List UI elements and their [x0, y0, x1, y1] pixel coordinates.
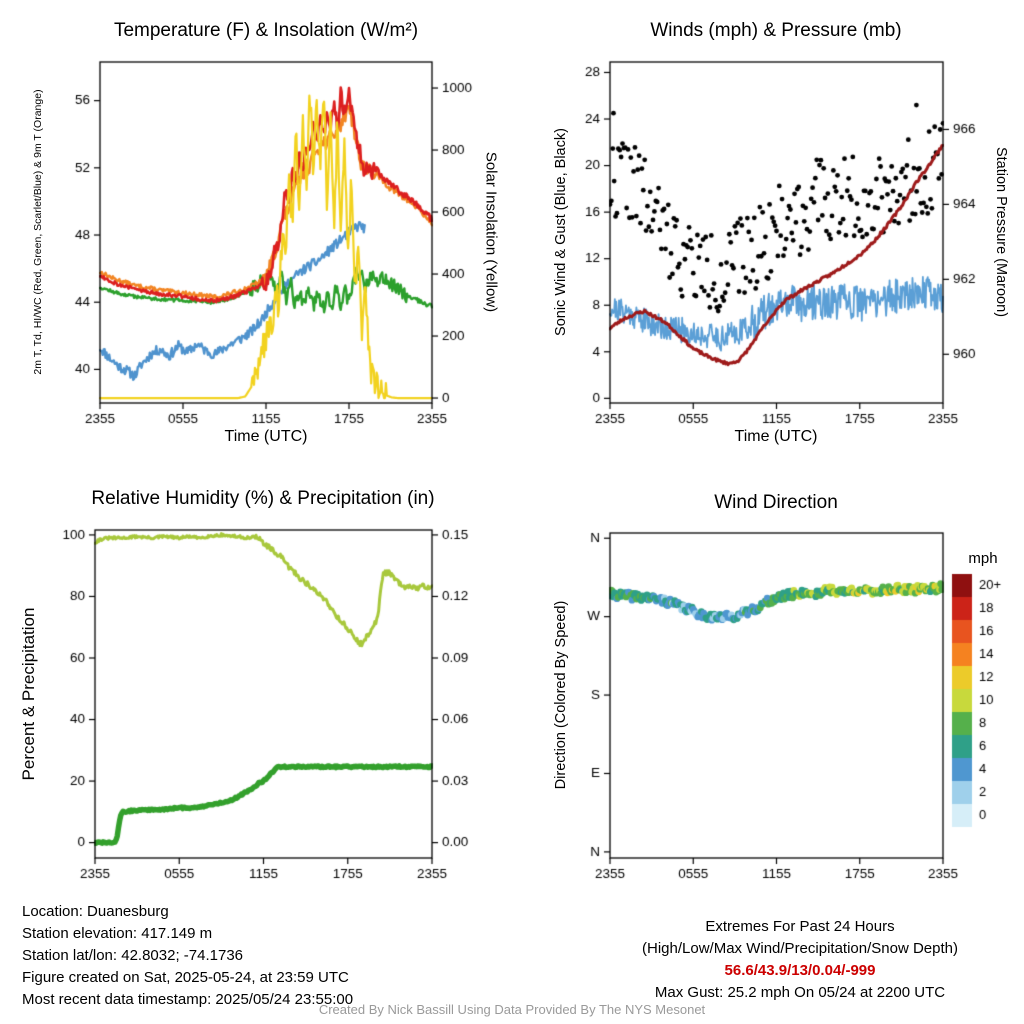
legend-title-mph: mph — [968, 550, 998, 567]
station-elevation: Station elevation: 417.149 m — [22, 925, 213, 942]
yaxis-label-wind-left: Sonic Wind & Gust (Blue, Black) — [553, 128, 569, 336]
panel-title-temperature: Temperature (F) & Insolation (W/m²) — [113, 20, 419, 41]
yaxis-label-insolation: Solar Insolation (Yellow) — [482, 151, 500, 313]
station-info-block: Location: Duanesburg Station elevation: … — [22, 901, 353, 1011]
figure-created: Figure created on Sat, 2025-05-24, at 23… — [22, 969, 349, 986]
station-latlon: Station lat/lon: 42.8032; -74.1736 — [22, 947, 244, 964]
yaxis-label-direction: Direction (Colored By Speed) — [553, 600, 569, 790]
station-location: Location: Duanesburg — [22, 903, 169, 920]
recent-timestamp: Most recent data timestamp: 2025/05/24 2… — [22, 991, 354, 1008]
panel-title-winds: Winds (mph) & Pressure (mb) — [650, 20, 902, 41]
credit-line: Created By Nick Bassill Using Data Provi… — [318, 1002, 706, 1017]
extremes-legend: (High/Low/Max Wind/Precipitation/Snow De… — [642, 940, 958, 957]
xaxis-label-temperature: Time (UTC) — [224, 428, 308, 445]
extremes-values: 56.6/43.9/13/0.04/-999 — [724, 962, 876, 979]
yaxis-label-percent-precip: Percent & Precipitation — [19, 607, 38, 781]
yaxis-label-pressure-right: Station Pressure (Maroon) — [993, 146, 1009, 318]
extremes-heading: Extremes For Past 24 Hours — [705, 918, 895, 935]
yaxis-label-temp-left: 2m T, Td, HI/WC (Red, Green, Scarlet/Blu… — [32, 89, 44, 375]
panel-title-humidity: Relative Humidity (%) & Precipitation (i… — [91, 488, 435, 509]
max-gust: Max Gust: 25.2 mph On 05/24 at 2200 UTC — [654, 984, 946, 1001]
panel-title-direction: Wind Direction — [714, 492, 838, 513]
extremes-block: Extremes For Past 24 Hours (High/Low/Max… — [590, 916, 1010, 1004]
xaxis-label-winds: Time (UTC) — [734, 428, 818, 445]
